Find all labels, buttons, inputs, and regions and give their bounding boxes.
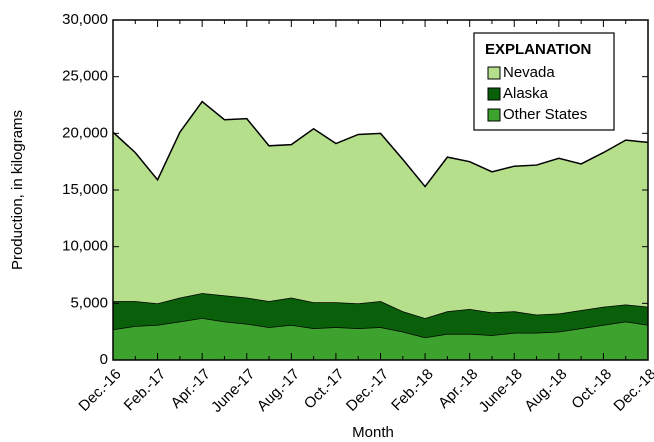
- area: [113, 101, 648, 319]
- x-tick-label: Apr.-18: [435, 366, 481, 412]
- x-tick-label: Aug.-17: [254, 366, 303, 415]
- y-tick-label: 30,000: [62, 11, 108, 28]
- x-tick-label: June-17: [208, 366, 258, 416]
- y-tick-label: 20,000: [62, 124, 108, 141]
- x-tick-label: Dec.-17: [343, 366, 392, 415]
- y-tick-label: 10,000: [62, 238, 108, 255]
- y-tick-label: 5,000: [70, 294, 108, 311]
- legend-swatch: [487, 66, 501, 80]
- x-tick-label: Oct.-17: [301, 366, 348, 413]
- x-tick-label: Dec.-16: [75, 366, 124, 415]
- x-tick-label: Aug.-18: [521, 366, 570, 415]
- y-axis-label: Production, in kilograms: [9, 110, 26, 270]
- x-axis-label: Month: [352, 424, 394, 441]
- x-tick-label: June-18: [476, 366, 526, 416]
- legend: EXPLANATION Nevada Alaska Other States: [473, 32, 615, 131]
- area: [113, 318, 648, 360]
- legend-title: EXPLANATION: [485, 41, 591, 58]
- x-tick-label: Oct.-18: [568, 366, 615, 413]
- y-tick-label: 15,000: [62, 181, 108, 198]
- legend-swatch: [487, 87, 501, 101]
- x-tick-label: Dec.-18: [610, 366, 654, 415]
- area-line: [112, 100, 649, 188]
- area: [113, 293, 648, 338]
- y-tick-label: 25,000: [62, 68, 108, 85]
- x-tick-label: Feb.-17: [121, 366, 170, 415]
- legend-swatch: [487, 108, 501, 122]
- y-tick-label: 0: [100, 351, 108, 368]
- x-tick-label: Apr.-17: [168, 366, 214, 412]
- legend-label: Nevada: [503, 64, 555, 81]
- x-tick-label: Feb.-18: [388, 366, 437, 415]
- legend-label: Other States: [503, 106, 587, 123]
- legend-label: Alaska: [503, 85, 549, 102]
